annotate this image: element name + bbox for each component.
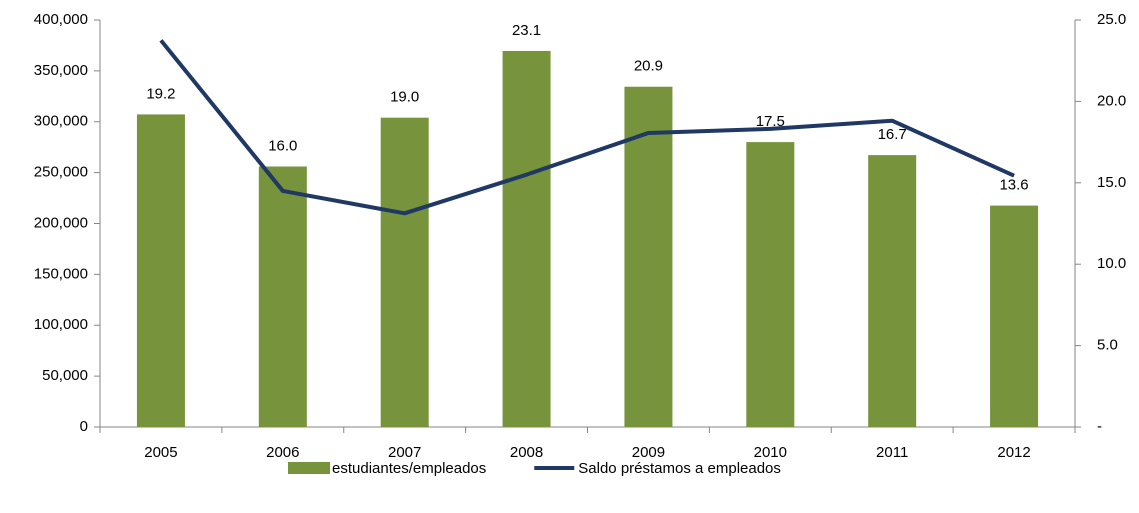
line bbox=[159, 39, 1015, 216]
y-tick-label: 100,000 bbox=[34, 316, 88, 333]
legend-label: Saldo préstamos a empleados bbox=[578, 460, 781, 477]
y-tick-label: 400,000 bbox=[34, 11, 88, 28]
data-label: 19.2 bbox=[146, 85, 175, 102]
x-tick-label: 2011 bbox=[876, 444, 908, 461]
data-label: 16.0 bbox=[268, 137, 297, 154]
x-tick-label: 2006 bbox=[266, 444, 299, 461]
bar bbox=[746, 142, 795, 427]
y2-tick-label: 10.0 bbox=[1097, 255, 1126, 272]
y-tick-label: 300,000 bbox=[34, 113, 88, 130]
y2-tick-label: 15.0 bbox=[1097, 174, 1126, 191]
y-tick-label: 0 bbox=[80, 418, 88, 435]
y-tick-label: 350,000 bbox=[34, 62, 88, 79]
bar bbox=[990, 205, 1039, 427]
bar bbox=[258, 166, 307, 427]
data-label: 19.0 bbox=[390, 89, 419, 106]
data-label: 16.7 bbox=[878, 126, 907, 143]
y2-tick-label: - bbox=[1097, 418, 1102, 435]
y2-tick-label: 25.0 bbox=[1097, 11, 1126, 28]
legend-swatch bbox=[288, 462, 330, 474]
data-label: 23.1 bbox=[512, 22, 541, 39]
bar bbox=[502, 50, 551, 427]
y-tick-label: 200,000 bbox=[34, 214, 88, 231]
x-tick-label: 2010 bbox=[754, 444, 787, 461]
bar bbox=[868, 155, 917, 427]
data-label: 17.5 bbox=[756, 113, 785, 130]
data-label: 20.9 bbox=[634, 58, 663, 75]
y-tick-label: 50,000 bbox=[42, 367, 88, 384]
bar bbox=[624, 86, 673, 428]
bar bbox=[380, 117, 429, 428]
y-tick-label: 250,000 bbox=[34, 164, 88, 181]
y-tick-label: 150,000 bbox=[34, 265, 88, 282]
y2-tick-label: 5.0 bbox=[1097, 337, 1118, 354]
x-tick-label: 2009 bbox=[632, 444, 665, 461]
legend-label: estudiantes/empleados bbox=[332, 460, 486, 477]
x-tick-label: 2005 bbox=[144, 444, 177, 461]
x-tick-label: 2012 bbox=[997, 444, 1030, 461]
data-label: 13.6 bbox=[999, 177, 1028, 194]
x-tick-label: 2008 bbox=[510, 444, 543, 461]
x-tick-label: 2007 bbox=[388, 444, 421, 461]
bar bbox=[136, 114, 185, 427]
y2-tick-label: 20.0 bbox=[1097, 92, 1126, 109]
